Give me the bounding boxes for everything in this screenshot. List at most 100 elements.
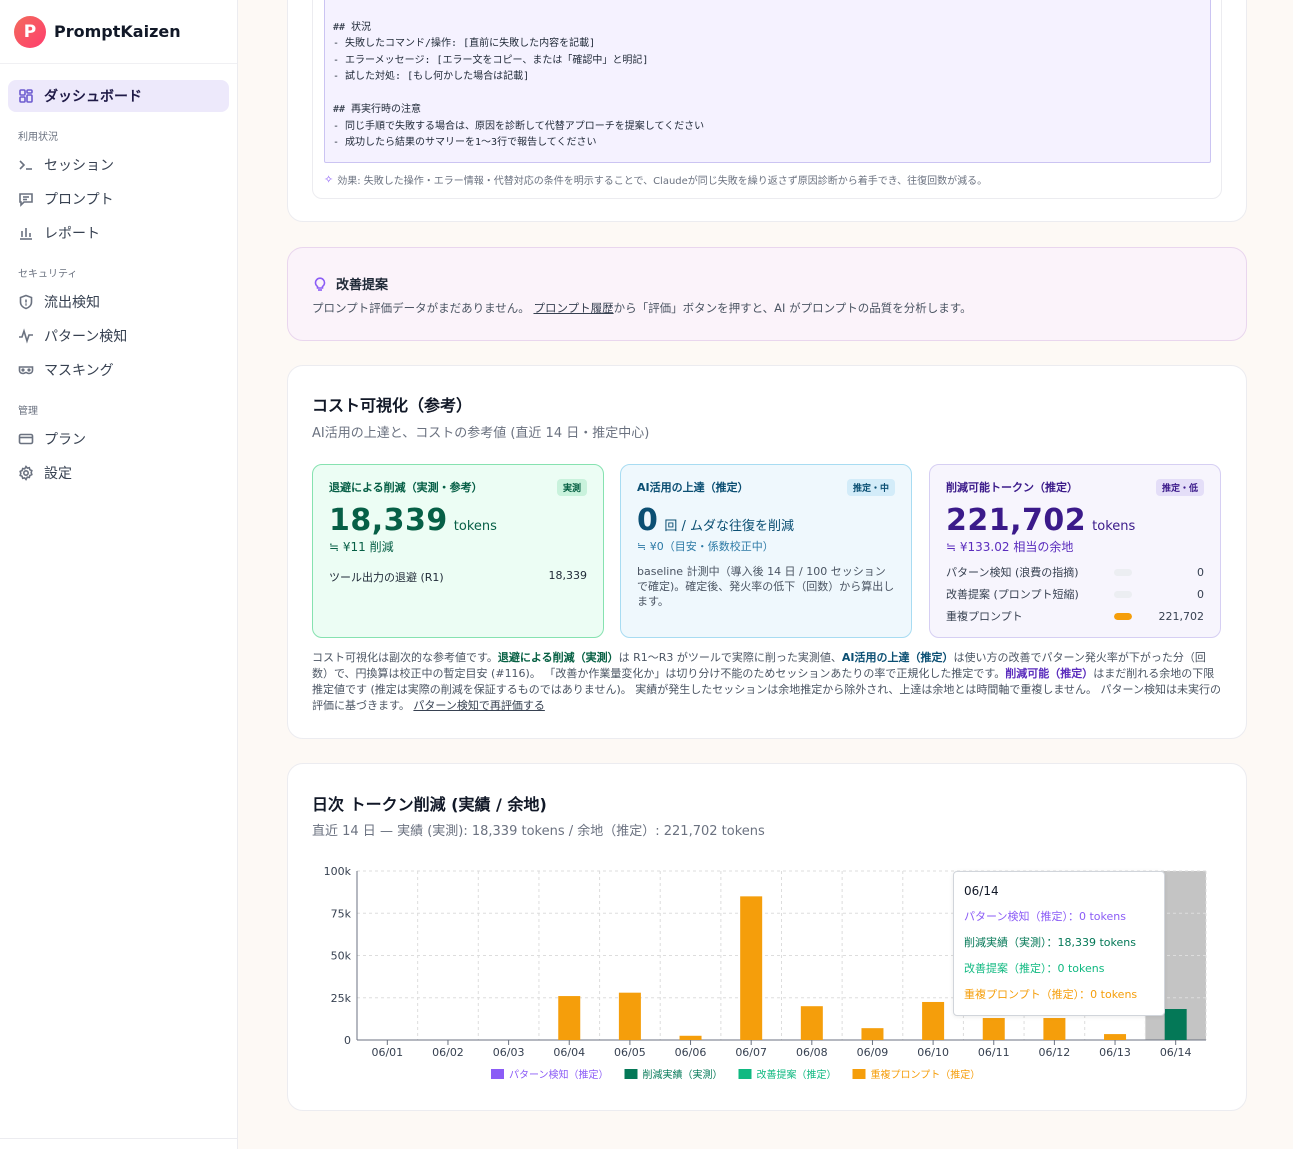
prompt-template-box: ## 状況 - 失敗したコマンド/操作: [直前に失敗した内容を記載] - エラ… [312,0,1222,199]
sidebar-item-label: マスキング [44,363,114,379]
cost-note: コスト可視化は副次的な参考値です。退避による削減（実測）は R1〜R3 がツール… [312,650,1222,714]
breakdown-bar-fill [1114,612,1132,620]
bar-chart-icon [20,228,32,240]
sidebar-item-label: ダッシュボード [44,89,142,105]
sidebar-item-label: レポート [44,226,100,242]
suggestion-text-before: プロンプト評価データがまだありません。 [312,301,534,315]
x-tick-label: 06/14 [1160,1046,1192,1059]
bar-3-06-12 [1043,1018,1066,1040]
note-reducible-term: 削減可能（推定） [1005,667,1094,680]
x-tick-label: 06/05 [614,1046,646,1059]
legend-swatch [624,1069,638,1079]
chart-subtitle: 直近 14 日 — 実績 (実測): 18,339 tokens / 余地（推定… [312,824,765,839]
brand-name: PromptKaizen [54,22,181,41]
y-tick-label: 25k [331,992,352,1005]
breakdown-value: 0 [1197,565,1204,579]
metric-badge: 推定・低 [1155,479,1204,496]
daily-token-chart-card: 日次 トークン削減 (実績 / 余地) 直近 14 日 — 実績 (実測): 1… [287,763,1247,1111]
breakdown-bar [1114,590,1132,598]
sidebar-nav: ダッシュボード 利用状況 セッション プロンプト レポート セキュリティ 流出検… [0,64,237,489]
metric-unit: tokens [453,519,497,534]
y-tick-label: 75k [331,907,352,920]
metric-row-value: 18,339 [548,569,588,582]
sidebar-item-masking[interactable]: マスキング [8,354,229,386]
legend-label: 改善提案（推定） [757,1068,837,1081]
metric-yen: ≒ ¥11 削減 [329,540,394,554]
lightbulb-icon [314,276,326,291]
x-tick-label: 06/08 [796,1046,828,1059]
tooltip-date: 06/14 [964,884,999,898]
metric-row-label: ツール出力の退避 (R1) [329,571,444,584]
y-tick-label: 50k [331,950,352,963]
prompt-code-block[interactable]: ## 状況 - 失敗したコマンド/操作: [直前に失敗した内容を記載] - エラ… [324,0,1211,163]
legend-swatch [491,1069,504,1079]
tooltip-row-pattern: パターン検知（推定）：0 tokens [964,910,1126,923]
sparkle-icon: ✧ [324,173,334,186]
metric-offload-savings: 退避による削減（実測・参考） 実測 18,339 tokens ≒ ¥11 削減 … [312,464,604,638]
brand[interactable]: P PromptKaizen [0,0,237,64]
legend-label: 重複プロンプト（推定） [871,1068,981,1081]
legend-label: 削減実績（実測） [643,1068,723,1081]
x-tick-label: 06/04 [553,1046,585,1059]
suggestion-title-text: 改善提案 [336,278,389,293]
sidebar-footer-divider [0,1138,237,1139]
sidebar-item-prompts[interactable]: プロンプト [8,183,229,215]
x-tick-label: 06/06 [675,1046,707,1059]
cost-title: コスト可視化（参考） [312,396,473,415]
breakdown-bar [1114,568,1132,576]
x-tick-label: 06/12 [1039,1046,1071,1059]
breakdown-label: パターン検知 (浪費の指摘) [946,566,1079,579]
reevaluate-pattern-link[interactable]: パターン検知で再評価する [413,699,545,712]
sidebar-item-reports[interactable]: レポート [8,217,229,249]
sidebar-item-dashboard[interactable]: ダッシュボード [8,80,229,112]
brand-logo: P [14,15,46,48]
prompt-effect-text: 効果: 失敗した操作・エラー情報・代替対応の条件を明示することで、Claudeが… [337,176,988,187]
legend-swatch [738,1069,752,1079]
shield-icon [19,294,33,310]
metric-badge: 推定・中 [846,479,895,496]
tooltip-row-actual: 削減実績（実測）：18,339 tokens [964,936,1136,949]
suggestion-text: プロンプト評価データがまだありません。 プロンプト履歴から「評価」ボタンを押すと… [312,300,972,316]
sidebar-item-plan[interactable]: プラン [8,423,229,455]
sidebar-item-settings[interactable]: 設定 [8,457,229,489]
tooltip-row-improvement: 改善提案（推定）：0 tokens [964,962,1105,975]
note-text: は R1〜R3 がツールで実際に削った実測値、 [618,651,842,664]
prompt-effect: ✧ 効果: 失敗した操作・エラー情報・代替対応の条件を明示することで、Claud… [324,172,987,187]
sidebar-item-leak-detection[interactable]: 流出検知 [8,286,229,318]
metric-yen: ≒ ¥0（目安・係数校正中） [637,540,774,553]
metric-yen: ≒ ¥133.02 相当の余地 [946,540,1074,554]
breakdown-row: 重複プロンプト 221,702 [946,605,1204,627]
breakdown-value: 221,702 [1158,609,1205,623]
chart-tooltip: 06/14 パターン検知（推定）：0 tokens 削減実績（実測）：18,33… [953,871,1165,1016]
sidebar-item-label: プロンプト [44,192,114,208]
message-icon [19,193,33,207]
daily-token-chart[interactable]: 0 25k 50k 75k 100k 06/01 06/02 06/03 06/04 06/05 0… [288,764,1246,1110]
breakdown-row: 改善提案 (プロンプト短縮) 0 [946,583,1204,605]
cost-subtitle: AI活用の上達と、コストの参考値 (直近 14 日・推定中心) [312,426,650,441]
metric-description: baseline 計測中（導入後 14 日 / 100 セッションで確定)。確定… [637,565,895,608]
bar-3-06-04 [558,996,581,1040]
sidebar-item-sessions[interactable]: セッション [8,149,229,181]
legend-swatch [852,1069,866,1079]
prompt-history-link[interactable]: プロンプト履歴 [533,301,614,315]
bar-3-06-09 [861,1028,884,1040]
metric-badge: 実測 [556,479,587,496]
bar-1-06-14 [1164,1009,1187,1040]
metric-title: 削減可能トークン（推定） [946,481,1078,494]
x-tick-label: 06/07 [735,1046,767,1059]
suggestion-text-after: から「評価」ボタンを押すと、AI がプロンプトの品質を分析します。 [613,301,972,315]
sidebar-item-pattern-detection[interactable]: パターン検知 [8,320,229,352]
bar-3-06-10 [922,1001,945,1040]
note-text: コスト可視化は副次的な参考値です。 [312,651,498,664]
tooltip-row-duplicate: 重複プロンプト（推定）：0 tokens [964,988,1138,1001]
metric-title: AI活用の上達（推定） [637,481,749,494]
note-text: は使い方の改善でパターン発火率が下がった分（回数）で、円換算は校正中の暫定目安 … [312,651,1206,680]
card-icon [18,433,34,445]
cost-visualization-card: コスト可視化（参考） AI活用の上達と、コストの参考値 (直近 14 日・推定中… [287,365,1247,739]
note-improvement-term: AI活用の上達（推定） [841,651,954,664]
y-tick-label: 100k [324,865,352,878]
metric-value: 0 [637,503,659,538]
metric-value: 18,339 [329,503,448,538]
suggestion-card: 改善提案 プロンプト評価データがまだありません。 プロンプト履歴から「評価」ボタ… [287,247,1247,341]
sidebar-section-admin: 管理 [18,406,38,417]
